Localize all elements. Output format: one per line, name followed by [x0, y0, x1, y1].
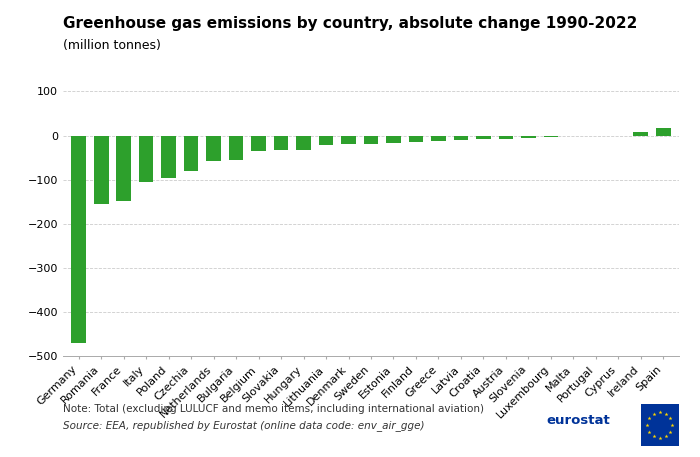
- Bar: [296, 136, 311, 150]
- Text: eurostat: eurostat: [546, 414, 610, 426]
- Text: Note: Total (excluding LULUCF and memo items, including international aviation): Note: Total (excluding LULUCF and memo i…: [63, 404, 484, 414]
- Bar: [454, 136, 468, 140]
- Bar: [386, 136, 401, 143]
- Bar: [364, 136, 378, 143]
- Bar: [476, 136, 491, 139]
- Bar: [274, 136, 288, 150]
- Text: Source: EEA, republished by Eurostat (online data code: env_air_gge): Source: EEA, republished by Eurostat (on…: [63, 420, 424, 431]
- Text: (million tonnes): (million tonnes): [63, 39, 161, 52]
- Bar: [498, 136, 513, 138]
- Bar: [634, 132, 648, 136]
- Bar: [184, 136, 199, 171]
- Bar: [206, 136, 221, 161]
- Bar: [116, 136, 131, 201]
- Bar: [139, 136, 153, 181]
- Bar: [251, 136, 266, 151]
- Bar: [162, 136, 176, 178]
- Bar: [318, 136, 333, 145]
- Bar: [341, 136, 356, 144]
- Bar: [229, 136, 244, 160]
- Bar: [431, 136, 446, 141]
- Bar: [71, 136, 86, 343]
- Bar: [656, 128, 671, 136]
- Bar: [543, 136, 558, 138]
- Bar: [409, 136, 423, 142]
- Text: Greenhouse gas emissions by country, absolute change 1990-2022: Greenhouse gas emissions by country, abs…: [63, 16, 638, 31]
- Bar: [94, 136, 108, 204]
- Bar: [521, 136, 536, 138]
